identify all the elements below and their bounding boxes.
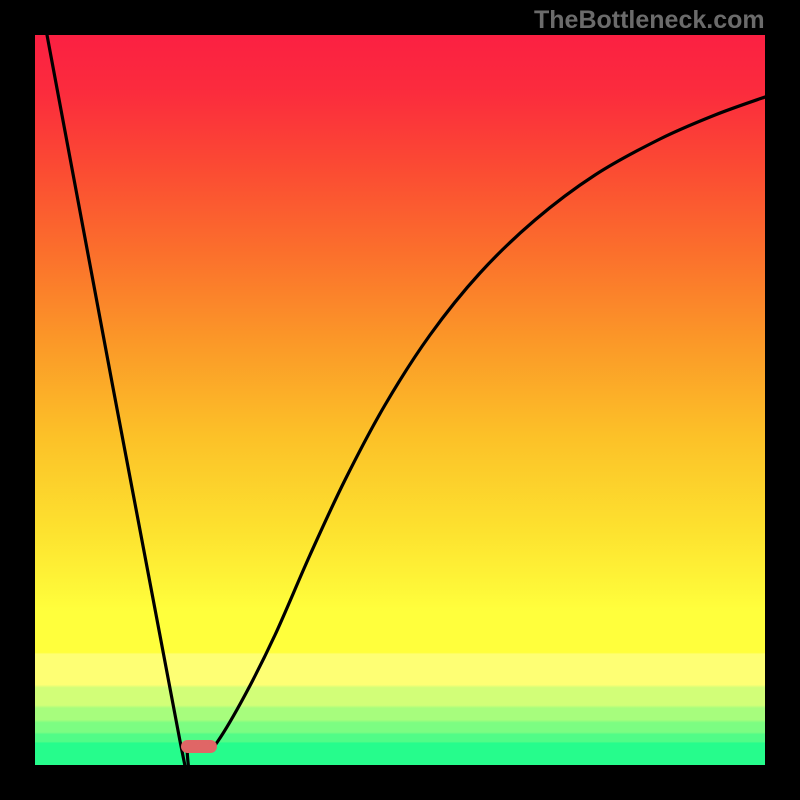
chart-svg xyxy=(35,35,765,765)
watermark-text: TheBottleneck.com xyxy=(534,6,765,35)
optimal-marker xyxy=(181,740,217,753)
gradient-background xyxy=(35,35,765,765)
plot-area xyxy=(35,35,765,765)
